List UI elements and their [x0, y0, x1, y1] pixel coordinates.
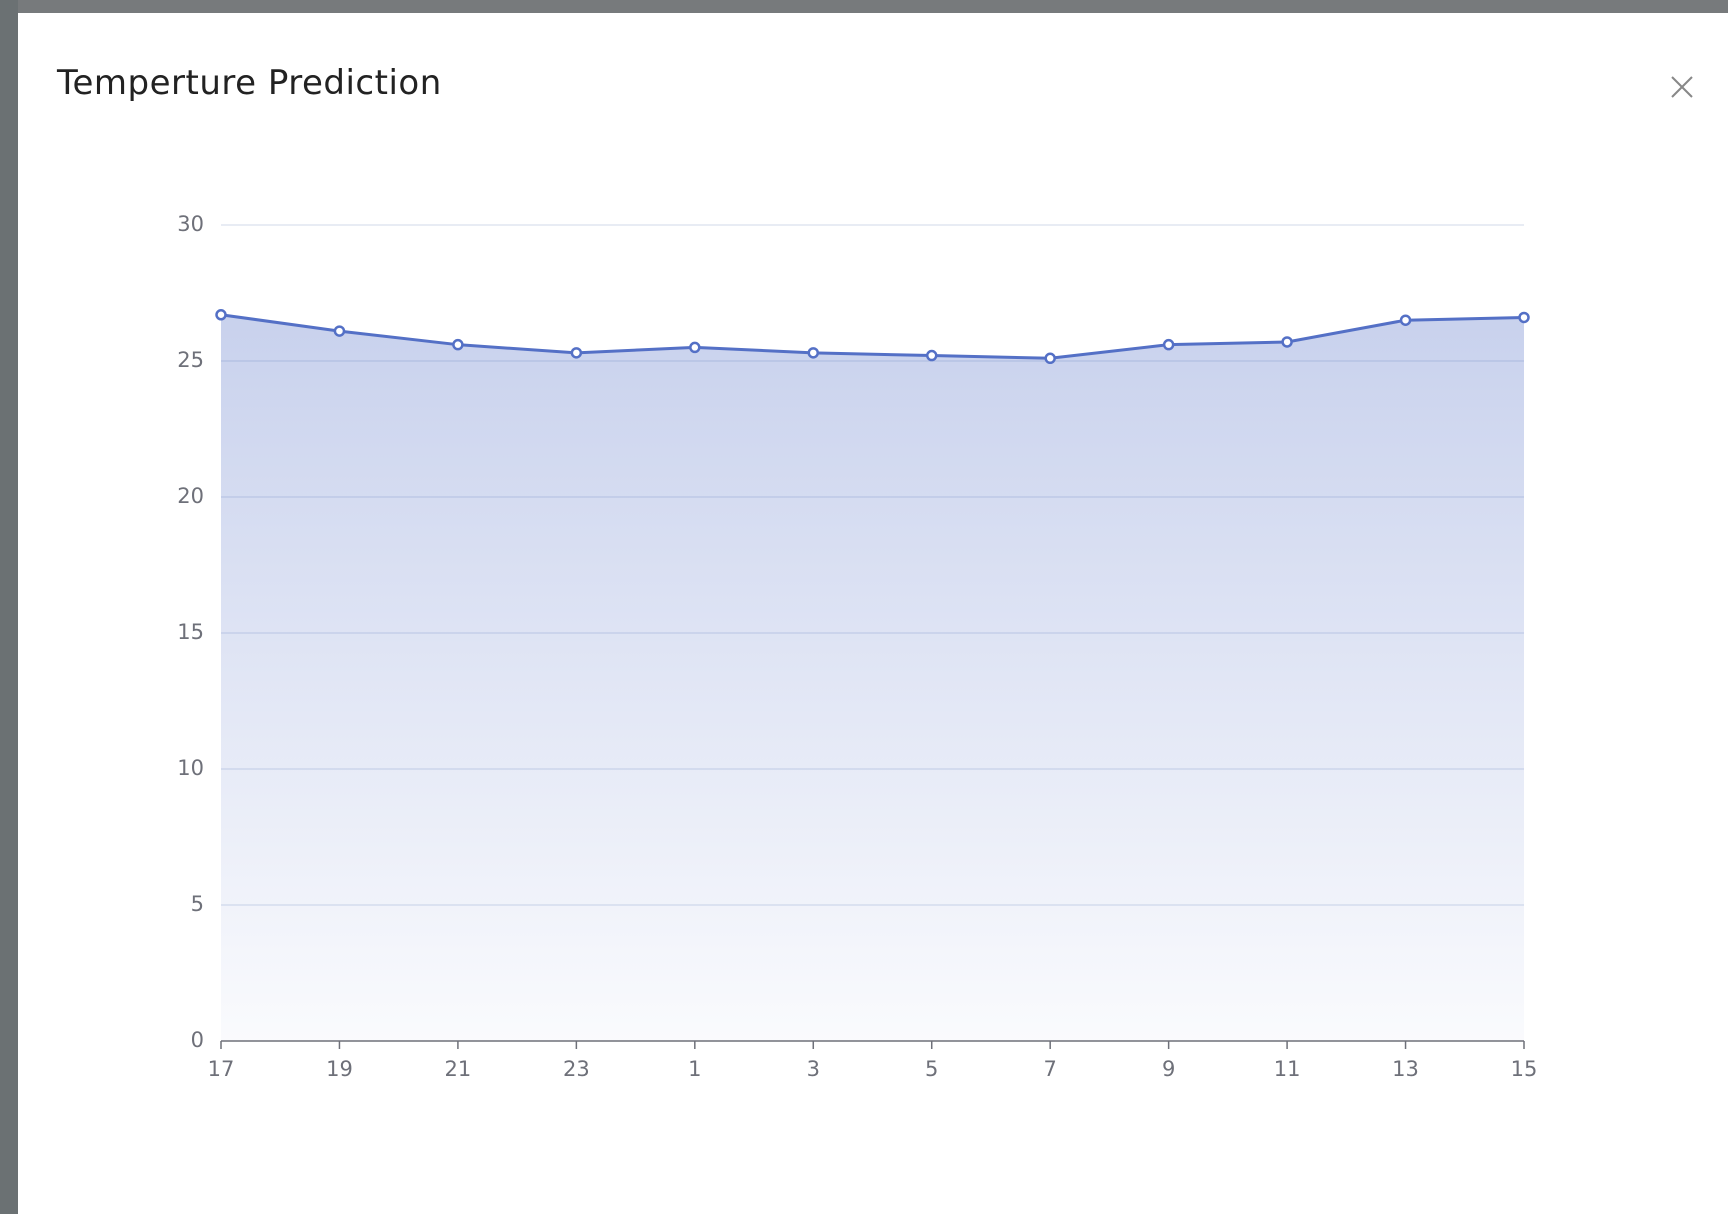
dialog-title: Temperture Prediction — [57, 63, 442, 103]
point — [1281, 336, 1293, 348]
x-tick-label: 13 — [1392, 1057, 1419, 1081]
y-tick-label: 10 — [177, 756, 204, 780]
x-tick-label: 19 — [326, 1057, 353, 1081]
x-tick-label: 5 — [925, 1057, 938, 1081]
point — [215, 309, 227, 321]
point — [333, 325, 346, 337]
y-tick-label: 15 — [177, 620, 204, 644]
y-tick-label: 20 — [177, 484, 204, 508]
y-tick-label: 30 — [177, 212, 204, 236]
point — [570, 347, 583, 359]
point — [1162, 338, 1175, 351]
point — [452, 338, 464, 351]
point — [807, 347, 820, 359]
x-tick-label: 11 — [1274, 1057, 1301, 1081]
line — [220, 313, 1525, 360]
point — [1044, 352, 1056, 365]
backdrop — [0, 0, 18, 1214]
x-tick-label: 9 — [1162, 1057, 1175, 1081]
x-tick-label: 3 — [807, 1057, 820, 1081]
x-tick-label: 17 — [208, 1057, 235, 1081]
x-tick-label: 1 — [688, 1057, 701, 1081]
close-button[interactable] — [1668, 73, 1696, 101]
x-tick-label: 15 — [1511, 1057, 1538, 1081]
point — [1399, 314, 1412, 326]
y-tick-label: 25 — [177, 348, 204, 372]
x-tick-label: 7 — [1043, 1057, 1056, 1081]
x-tick-label: 21 — [445, 1057, 472, 1081]
x-tick-label: 23 — [563, 1057, 590, 1081]
point — [1518, 311, 1530, 324]
point — [925, 349, 938, 362]
y-tick-label: 0 — [191, 1028, 204, 1052]
area — [221, 314, 1524, 1041]
y-tick-label: 5 — [191, 892, 204, 916]
point — [689, 341, 701, 354]
